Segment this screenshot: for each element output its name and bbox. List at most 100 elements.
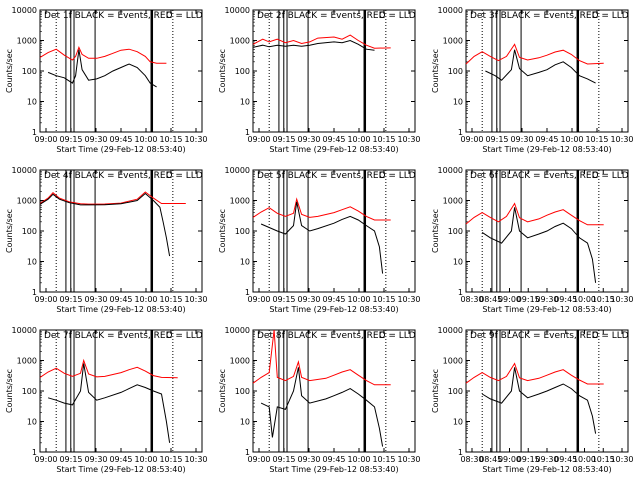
y-axis-label: Counts/sec xyxy=(431,209,440,253)
x-tick-label: 09:30 xyxy=(535,455,558,464)
corner-label: C xyxy=(166,11,172,21)
y-tick-label: 10000 xyxy=(438,166,463,175)
series-line-events xyxy=(260,201,384,274)
x-tick-label: 09:30 xyxy=(535,295,558,304)
x-tick-label: 10:00 xyxy=(573,455,596,464)
chart-title: Det 7f BLACK = Events, RED = LLD xyxy=(44,331,203,341)
plot-frame xyxy=(39,329,203,453)
y-tick-label: 10 xyxy=(453,98,463,107)
chart-title: Det 8f BLACK = Events, RED = LLD xyxy=(257,331,416,341)
chart-title: Det 6f BLACK = Events, RED = LLD xyxy=(470,171,629,181)
x-tick-label: 09:15 xyxy=(272,295,295,304)
x-tick-label: 09:45 xyxy=(322,135,345,144)
corner-label: C xyxy=(166,331,172,341)
x-tick-label: 09:45 xyxy=(554,455,577,464)
chart-title: Det 1f BLACK = Events, RED = LLD xyxy=(44,11,203,21)
x-tick-label: 09:00 xyxy=(247,135,270,144)
x-tick-label: 09:15 xyxy=(485,135,508,144)
x-axis-label: Start Time (29-Feb-12 08:53:40) xyxy=(56,145,185,154)
series-line-events xyxy=(47,49,157,88)
y-tick-label: 1 xyxy=(32,128,37,137)
y-tick-label: 1 xyxy=(32,288,37,297)
x-tick-label: 08:45 xyxy=(479,455,502,464)
y-tick-label: 10000 xyxy=(12,326,37,335)
x-tick-label: 09:15 xyxy=(272,135,295,144)
y-tick-label: 1 xyxy=(458,288,463,297)
y-tick-label: 1000 xyxy=(443,37,463,46)
corner-label: C xyxy=(592,11,598,21)
y-tick-label: 1000 xyxy=(443,197,463,206)
x-tick-label: 10:15 xyxy=(585,135,608,144)
x-tick-label: 09:30 xyxy=(297,295,320,304)
y-tick-label: 100 xyxy=(448,227,463,236)
series-line-events xyxy=(47,363,171,443)
y-tick-label: 10 xyxy=(27,258,37,267)
y-axis-label: Counts/sec xyxy=(431,49,440,93)
y-tick-label: 1000 xyxy=(230,357,250,366)
x-tick-label: 09:45 xyxy=(322,455,345,464)
series-line-events xyxy=(485,49,596,84)
y-tick-label: 1000 xyxy=(230,37,250,46)
x-tick-label: 09:00 xyxy=(34,135,57,144)
x-tick-label: 10:00 xyxy=(134,135,157,144)
x-tick-label: 10:15 xyxy=(159,455,182,464)
x-tick-label: 09:00 xyxy=(460,135,483,144)
series-line-lld xyxy=(39,45,167,64)
y-tick-label: 1 xyxy=(32,448,37,457)
x-tick-label: 09:15 xyxy=(272,455,295,464)
y-tick-label: 100 xyxy=(235,227,250,236)
x-tick-label: 08:30 xyxy=(460,295,483,304)
x-tick-label: 09:30 xyxy=(510,135,533,144)
x-tick-label: 09:15 xyxy=(59,135,82,144)
corner-label: C xyxy=(379,11,385,21)
x-tick-label: 09:00 xyxy=(34,455,57,464)
y-tick-label: 10000 xyxy=(225,6,250,15)
y-tick-label: 10 xyxy=(27,418,37,427)
y-tick-label: 1 xyxy=(458,448,463,457)
x-tick-label: 10:00 xyxy=(560,135,583,144)
x-tick-label: 10:30 xyxy=(397,295,420,304)
x-tick-label: 09:00 xyxy=(498,455,521,464)
x-axis-label: Start Time (29-Feb-12 08:53:40) xyxy=(482,305,611,314)
x-tick-label: 10:30 xyxy=(610,135,633,144)
x-tick-label: 10:30 xyxy=(184,135,207,144)
series-line-lld xyxy=(465,362,604,385)
x-tick-label: 10:15 xyxy=(372,455,395,464)
series-line-lld xyxy=(252,329,391,386)
x-tick-label: 09:30 xyxy=(297,455,320,464)
x-tick-label: 10:00 xyxy=(573,295,596,304)
y-tick-label: 1000 xyxy=(230,197,250,206)
x-tick-label: 09:30 xyxy=(84,295,107,304)
x-axis-label: Start Time (29-Feb-12 08:53:40) xyxy=(56,305,185,314)
x-tick-label: 09:45 xyxy=(109,455,132,464)
series-line-lld xyxy=(465,43,604,65)
x-tick-label: 09:15 xyxy=(517,455,540,464)
chart-title: Det 2f BLACK = Events, RED = LLD xyxy=(257,11,416,21)
chart-title: Det 5f BLACK = Events, RED = LLD xyxy=(257,171,416,181)
y-tick-label: 100 xyxy=(22,227,37,236)
x-tick-label: 09:15 xyxy=(517,295,540,304)
x-tick-label: 09:45 xyxy=(554,295,577,304)
x-tick-label: 08:30 xyxy=(460,455,483,464)
series-line-lld xyxy=(252,34,391,49)
plot-frame xyxy=(39,9,203,133)
x-tick-label: 09:15 xyxy=(59,295,82,304)
corner-label: C xyxy=(592,331,598,341)
x-tick-label: 10:30 xyxy=(184,295,207,304)
y-tick-label: 10000 xyxy=(225,326,250,335)
chart-title: Det 4f BLACK = Events, RED = LLD xyxy=(44,171,203,181)
y-tick-label: 10 xyxy=(27,98,37,107)
series-line-events xyxy=(39,192,171,257)
x-tick-label: 10:15 xyxy=(159,135,182,144)
y-tick-label: 1000 xyxy=(17,37,37,46)
y-axis-label: Counts/sec xyxy=(218,369,227,413)
x-tick-label: 10:00 xyxy=(347,135,370,144)
series-line-lld xyxy=(39,358,178,379)
